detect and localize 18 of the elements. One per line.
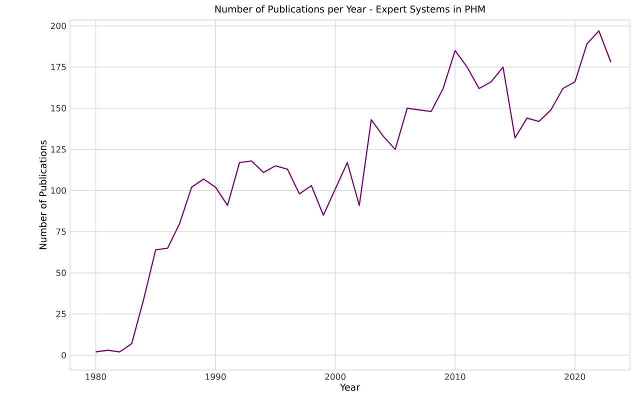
y-tick-label: 125	[51, 146, 66, 153]
y-tick-label: 50	[56, 270, 66, 276]
x-tick-label: 2010	[444, 374, 466, 380]
x-axis-title: Year	[340, 384, 360, 391]
y-tick-label: 100	[51, 187, 66, 194]
y-tick-label: 175	[51, 64, 66, 70]
x-tick-label: 2020	[564, 374, 586, 380]
x-tick-label: 2000	[325, 374, 346, 380]
y-tick-label: 150	[51, 105, 66, 112]
y-tick-label: 0	[62, 352, 66, 358]
x-tick-label: 1990	[206, 374, 226, 380]
y-tick-label: 75	[56, 228, 66, 235]
y-tick-label: 200	[50, 22, 66, 30]
y-tick-label: 25	[56, 310, 66, 318]
chart-title: Number of Publications per Year - Expert Systems in PHM	[215, 5, 485, 14]
line-series	[95, 30, 612, 352]
y-axis-title: Number of Publications	[39, 140, 46, 250]
x-tick-label: 1980	[86, 374, 106, 380]
